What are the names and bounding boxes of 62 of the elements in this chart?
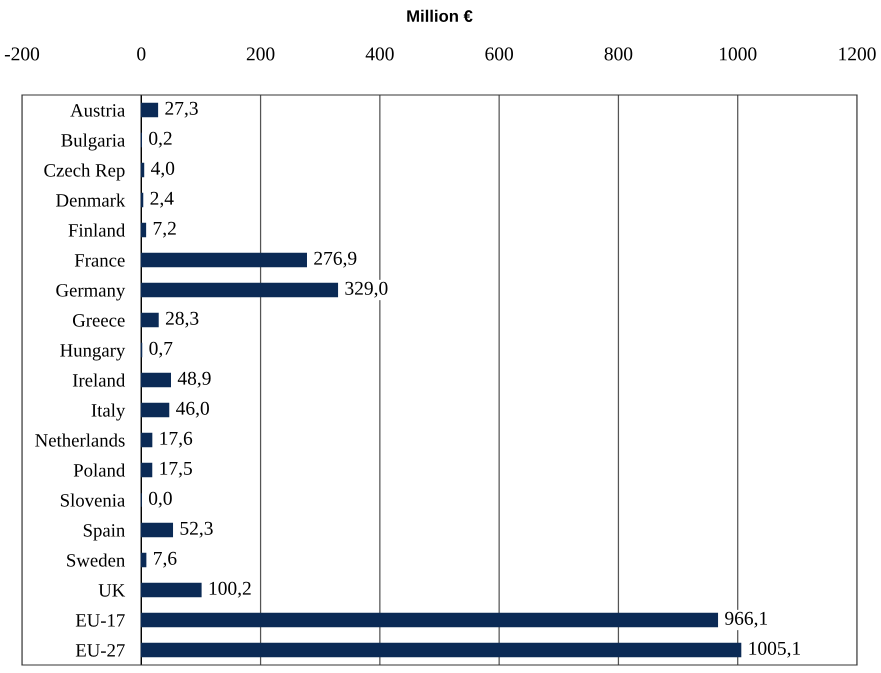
data-label: 0,2: [149, 132, 172, 148]
bar: [140, 312, 159, 328]
bar: [140, 522, 174, 538]
x-tick-label: 600: [485, 47, 513, 60]
y-tick-label: Greece: [72, 314, 125, 327]
bar: [140, 612, 718, 628]
x-tick-label: 400: [366, 47, 394, 60]
bar: [140, 402, 170, 418]
y-tick-label: Hungary: [60, 344, 126, 361]
y-tick-label: Germany: [56, 284, 126, 301]
data-label: 0,7: [149, 342, 172, 358]
y-tick-label: Czech Rep: [44, 163, 125, 180]
y-tick-label: Netherlands: [35, 433, 125, 447]
bar: [140, 102, 158, 118]
bar: [140, 432, 152, 448]
y-tick-label: Austria: [70, 104, 126, 117]
y-tick-label: Italy: [92, 403, 126, 421]
y-tick-label: Sweden: [67, 553, 125, 567]
y-tick-label: Ireland: [72, 373, 126, 387]
x-tick-label: 0: [137, 47, 146, 60]
x-tick-label: 800: [604, 47, 632, 60]
x-tick-label: -200: [4, 47, 40, 60]
y-tick-label: France: [74, 254, 125, 267]
y-tick-label: Poland: [74, 463, 126, 477]
y-tick-label: Bulgaria: [61, 133, 126, 151]
data-label: 17,6: [160, 432, 192, 448]
bar: [140, 222, 146, 238]
x-axis-title: Million €: [407, 10, 473, 22]
data-label: 4,0: [150, 162, 174, 178]
y-tick-label: EU-17: [76, 614, 125, 627]
data-label: 52,3: [180, 522, 213, 538]
data-label: 276,9: [314, 252, 356, 268]
data-label: 48,9: [178, 372, 211, 388]
data-label: 28,3: [166, 312, 198, 328]
bar: [140, 252, 307, 268]
data-label: 100,2: [210, 582, 251, 598]
data-label: 329,0: [345, 282, 388, 298]
y-tick-label: Finland: [68, 223, 126, 237]
data-label: 966,1: [725, 612, 768, 628]
y-tick-label: EU-27: [76, 644, 125, 657]
data-label: 2,4: [150, 192, 174, 208]
data-label: 7,6: [154, 552, 176, 568]
bar: [140, 162, 144, 178]
data-label: 46,0: [176, 402, 209, 418]
data-label: 17,5: [160, 462, 192, 478]
bar: [140, 462, 152, 478]
data-label: 0,0: [148, 492, 172, 508]
y-tick-label: Spain: [84, 524, 125, 540]
y-tick-label: UK: [98, 584, 126, 597]
bar: [140, 642, 742, 658]
x-tick-label: 200: [246, 47, 274, 60]
bar: [140, 372, 172, 388]
y-tick-label: Denmark: [56, 193, 126, 207]
bar: [140, 282, 338, 298]
data-label: 27,3: [165, 102, 198, 118]
data-label: 7,2: [154, 222, 176, 238]
bar: [140, 552, 146, 568]
bar: [140, 582, 202, 598]
data-label: 1005,1: [749, 642, 800, 658]
x-tick-label: 1200: [839, 47, 876, 60]
x-tick-label: 1000: [720, 47, 756, 60]
y-tick-label: Slovenia: [60, 493, 126, 507]
